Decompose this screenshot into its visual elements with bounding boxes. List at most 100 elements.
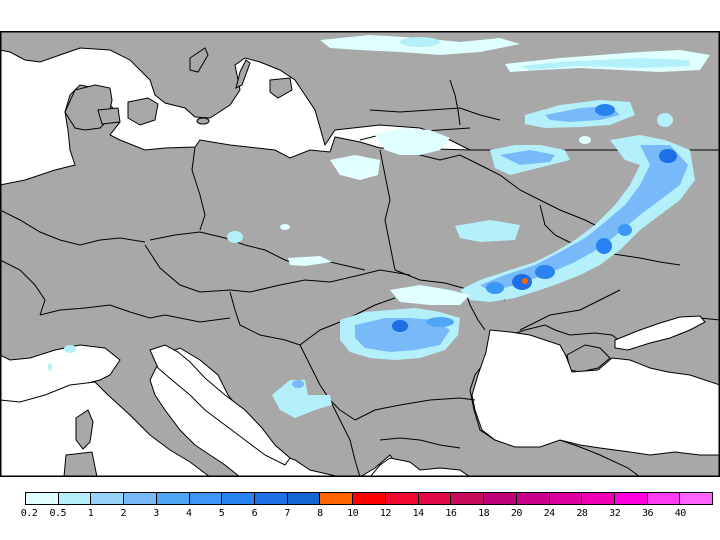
border-bulgaria-romania (354, 397, 476, 421)
precip-max-ukraine (512, 274, 532, 290)
colorbar-label: 0.2 (20, 508, 38, 519)
precip-cell-lithuania (330, 155, 380, 180)
precipitation-layer (48, 35, 710, 418)
colorbar-segment (582, 493, 615, 504)
corsica-island-overlay (75, 409, 94, 450)
colorbar-label: 14 (412, 508, 425, 519)
colorbar-segment (320, 493, 354, 504)
colorbar-label: 2 (120, 508, 127, 519)
sardinia-island-overlay (63, 451, 98, 477)
colorbar-segment (26, 493, 59, 504)
sea-of-azov (614, 315, 706, 351)
border-france-switzerland (0, 259, 46, 316)
precip-cell-hungary-small (340, 335, 346, 341)
precipitation-map (0, 31, 720, 477)
colorbar-segment (353, 493, 386, 504)
colorbar-segment (255, 493, 288, 504)
precip-core-romania (355, 318, 450, 352)
precip-core-ne-russia (520, 58, 690, 70)
gotland-island (189, 47, 209, 73)
colorbar-label: 32 (609, 508, 621, 519)
colorbar-label: 8 (317, 508, 323, 519)
border-latvia-estonia (369, 107, 501, 121)
border-serbia-bosnia (299, 344, 356, 421)
precip-max-romania (392, 320, 408, 332)
precip-peak-ukraine (522, 278, 528, 284)
map-canvas (0, 31, 720, 477)
colorbar-label: 6 (251, 508, 258, 519)
colorbar-segment (418, 493, 452, 504)
precip-cell-ukraine-east (535, 265, 555, 279)
border-ukraine-coast-russia (519, 289, 621, 331)
precip-core-belarus-b (500, 150, 555, 165)
mediterranean-islands (63, 409, 98, 477)
colorbar-segment (647, 493, 681, 504)
precip-cell-bosnia (272, 380, 332, 418)
colorbar-segment (58, 493, 92, 504)
funen-island (97, 107, 121, 125)
colorbar-segment (222, 493, 256, 504)
precip-cell-poland-small (280, 224, 290, 230)
precip-cell-slovakia (288, 256, 332, 266)
colorbar-label: 18 (478, 508, 490, 519)
precip-band-russia-ukraine (460, 135, 695, 302)
colorbar-legend (25, 492, 713, 505)
colorbar-label: 12 (379, 508, 392, 519)
precip-cell-belarus-a (375, 128, 450, 155)
border-macedonia-albania (329, 399, 361, 477)
colorbar-segment (484, 493, 517, 504)
colorbar-label: 24 (543, 508, 556, 519)
colorbar-label: 16 (445, 508, 457, 519)
colorbar-label: 7 (284, 508, 290, 519)
saaremaa-island (269, 77, 293, 99)
colorbar-label: 3 (153, 508, 159, 519)
precip-core-gulf-finland (400, 37, 440, 47)
colorbar-segment (385, 493, 419, 504)
colorbar-label: 20 (510, 508, 523, 519)
oland-island (235, 59, 251, 89)
precip-cell-n-italy (64, 345, 76, 353)
border-estonia-russia (449, 79, 461, 126)
precip-max-ne-band (659, 149, 677, 163)
border-alps (39, 304, 231, 323)
precip-core-bosnia (292, 380, 304, 388)
colorbar-segment (549, 493, 583, 504)
precip-cell-n-italy-small (48, 363, 52, 371)
colorbar-label: 10 (347, 508, 359, 519)
precip-cell-russia-small-b (657, 113, 673, 127)
precip-cell-ukraine-west (486, 282, 504, 294)
colorbar-segment (614, 493, 648, 504)
colorbar-label: 0.5 (49, 508, 67, 519)
border-belarus-russia (399, 147, 621, 241)
precip-cell-mid-band-b (618, 224, 632, 236)
colorbar-label: 5 (218, 508, 225, 519)
border-austria-hungary-slovenia (229, 291, 301, 346)
colorbar-label: 40 (674, 508, 687, 519)
colorbar-segment (156, 493, 190, 504)
border-germany-czech-austria (144, 244, 251, 293)
border-bulgaria-greece-turkey (379, 437, 461, 449)
border-poland-belarus-ukraine (379, 149, 396, 271)
zealand-island (127, 97, 159, 126)
colorbar-label: 28 (576, 508, 588, 519)
precip-max-mid-band (596, 238, 612, 254)
tyrrhenian-sea (0, 381, 211, 477)
colorbar-segment (189, 493, 223, 504)
precip-cell-ukraine-north (455, 220, 520, 242)
colorbar-label: 4 (186, 508, 192, 519)
colorbar-segment (91, 493, 125, 504)
precip-cell-czech (227, 231, 243, 243)
precip-cell-russia-small (579, 136, 591, 144)
adriatic-sea (149, 344, 291, 466)
colorbar-segment (516, 493, 550, 504)
colorbar-segment (451, 493, 485, 504)
inland-seas (0, 315, 720, 477)
border-germany-poland (191, 146, 206, 231)
black-sea (471, 329, 720, 456)
border-slovakia-hungary (249, 269, 411, 293)
colorbar-label: 1 (87, 508, 94, 519)
bornholm-island (196, 117, 210, 125)
colorbar-segment (124, 493, 157, 504)
colorbar-labels: 0.2 0.5 1 2 3 4 5 6 7 8 10 12 14 16 18 20 24 28 32 36 40 (21, 508, 713, 522)
precip-cell-romania-east (426, 317, 454, 327)
